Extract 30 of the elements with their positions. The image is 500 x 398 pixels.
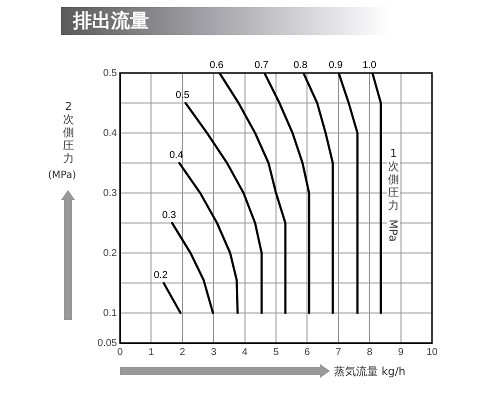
y-axis-title: 2次側圧力 (MPa) xyxy=(48,100,76,181)
series-label: 0.6 xyxy=(210,60,224,71)
series-label: 0.5 xyxy=(176,90,190,101)
y-tick-label: 0.1 xyxy=(103,308,118,319)
annotation: 1次側圧力 MPa xyxy=(386,147,400,244)
x-axis-title: 蒸気流量 kg/h xyxy=(334,364,406,379)
x-tick-label: 4 xyxy=(242,346,248,358)
series-label: 0.7 xyxy=(254,60,269,71)
x-tick-label: 7 xyxy=(336,346,342,358)
series-label: 0.2 xyxy=(154,270,168,281)
y-tick-label: 0.05 xyxy=(98,338,118,349)
series-label: 0.8 xyxy=(294,60,308,71)
y-tick-label: 0.4 xyxy=(103,128,118,139)
series-label: 0.4 xyxy=(169,150,184,161)
y-tick-label: 0.2 xyxy=(103,248,118,259)
series-label: 1.0 xyxy=(362,60,377,71)
x-tick-label: 10 xyxy=(426,346,438,358)
series-label: 0.3 xyxy=(162,210,176,221)
x-tick-label: 3 xyxy=(210,346,217,358)
x-tick-label: 1 xyxy=(148,346,154,358)
x-tick-label: 5 xyxy=(273,346,280,358)
chart-title: 排出流量 xyxy=(61,7,391,35)
y-tick-label: 0.3 xyxy=(103,188,118,199)
x-tick-label: 2 xyxy=(180,346,186,358)
x-tick-label: 6 xyxy=(304,346,310,358)
x-tick-label: 8 xyxy=(366,346,373,358)
x-tick-label: 0 xyxy=(117,346,124,358)
series-label: 0.9 xyxy=(328,60,344,71)
y-tick-label: 0.5 xyxy=(103,68,118,79)
x-tick-label: 9 xyxy=(398,346,404,358)
